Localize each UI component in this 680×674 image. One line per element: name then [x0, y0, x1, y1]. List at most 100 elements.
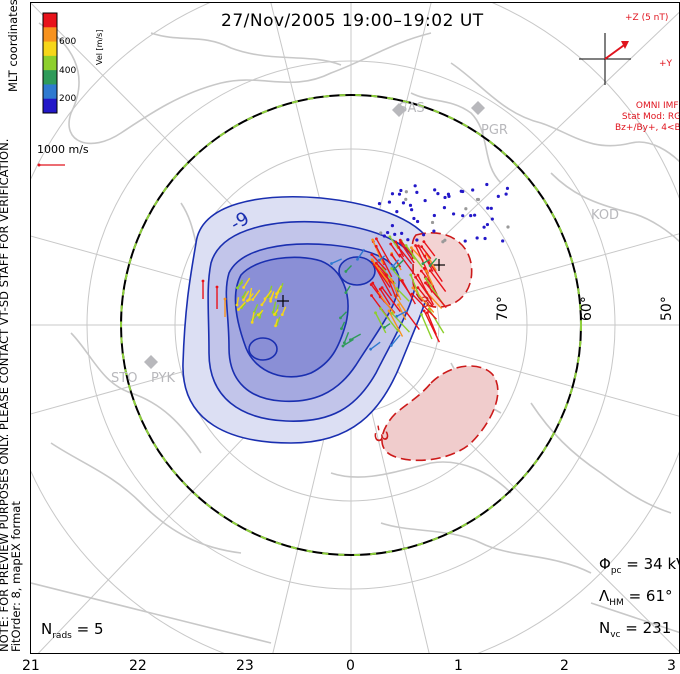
velocity-vector-low [415, 190, 419, 194]
velocity-vector-low [471, 188, 475, 192]
preview-note-line2: FitOrder: 8, mapEX format [9, 501, 23, 652]
stat-phi-pc: Φpc = 34 kV [599, 555, 680, 576]
imf-y-label: +Y [659, 59, 673, 69]
vector-origin [395, 287, 399, 291]
velocity-vector [388, 310, 404, 337]
velocity-vector [275, 285, 282, 295]
velocity-vector-low [406, 238, 410, 242]
velocity-vector [370, 284, 382, 298]
velocity-vector [391, 267, 403, 281]
vector-origin [424, 277, 428, 281]
velocity-vector-low [459, 189, 463, 193]
velocity-vector [390, 279, 402, 301]
vector-origin [356, 257, 359, 261]
vector-origin [417, 244, 420, 248]
vector-origin [411, 286, 415, 290]
vector-origin [420, 245, 423, 249]
vector-origin [399, 241, 402, 244]
velocity-vector [281, 306, 287, 315]
colorbar-segment [43, 55, 57, 71]
vector-origin [274, 324, 277, 328]
velocity-vector-low [412, 216, 416, 221]
vector-origin [278, 289, 282, 293]
vector-origin [369, 283, 373, 286]
velocity-vector [252, 312, 260, 321]
velocity-vector-low [473, 213, 477, 217]
vector-origin [274, 295, 278, 299]
velocity-vector-low [387, 200, 392, 204]
velocity-vector-low [433, 188, 437, 192]
velocity-vector [398, 247, 413, 265]
velocity-vector [237, 279, 244, 289]
vector-origin [374, 261, 378, 265]
vector-origin [391, 264, 395, 268]
dusk-cell [182, 196, 435, 444]
reference-vector [37, 163, 65, 167]
velocity-vector-low [390, 224, 395, 228]
vector-origin [370, 258, 374, 262]
vector-origin [272, 313, 276, 316]
velocity-vector [372, 239, 384, 265]
map-title: 27/Nov/2005 19:00–19:02 UT [221, 11, 484, 31]
vector-origin [388, 235, 392, 239]
stat-n-rads: Nrads = 5 [41, 620, 104, 641]
velocity-vector [421, 246, 432, 260]
vector-origin [424, 281, 427, 285]
velocity-vector [424, 255, 434, 272]
vector-origin [375, 237, 378, 241]
velocity-vector [264, 290, 273, 300]
vector-origin [409, 273, 413, 277]
velocity-vector [380, 308, 400, 333]
colorbar-tick-600: 600 [59, 37, 77, 47]
vector-origin [419, 269, 423, 273]
velocity-vector [251, 312, 255, 323]
velocity-vector-low [408, 203, 413, 207]
vector-origin [379, 307, 382, 311]
velocity-vector [246, 292, 254, 302]
velocity-vector-low [430, 220, 435, 225]
velocity-vector-low [489, 206, 493, 210]
velocity-vector [415, 276, 433, 300]
velocity-vector [417, 287, 435, 308]
vector-origin [258, 315, 262, 319]
colorbar-title: Vel [m/s] [95, 29, 104, 65]
velocity-vector [350, 333, 362, 341]
vector-origin [389, 278, 393, 281]
velocity-vector-low [393, 232, 397, 236]
velocity-vector [405, 245, 423, 268]
vector-origin [398, 238, 402, 242]
radar-site-markers [144, 101, 485, 369]
vector-origin [425, 311, 429, 314]
colorbar-segment [43, 84, 57, 100]
vector-origin [330, 262, 333, 265]
vector-origin [396, 303, 400, 307]
mlt-tick-2: 2 [560, 658, 569, 674]
velocity-vector-low [377, 202, 382, 206]
velocity-vector-low [501, 239, 505, 243]
velocity-vector [414, 245, 430, 274]
velocity-vector [429, 270, 447, 292]
velocity-vector [405, 311, 420, 331]
vector-origin [215, 285, 219, 289]
vector-origin [394, 240, 398, 244]
vector-origin [422, 240, 426, 244]
velocity-vector [429, 257, 438, 267]
velocity-vectors [201, 182, 510, 351]
velocity-vector [396, 288, 410, 302]
velocity-vector [272, 301, 277, 313]
velocity-vector [253, 303, 259, 313]
velocity-vector [412, 287, 435, 313]
preview-note: NOTE: FOR PREVIEW PURPOSES ONLY. PLEASE … [0, 139, 23, 652]
velocity-vector-low [505, 186, 510, 190]
velocity-vector-low [413, 184, 417, 188]
latitude-label-50: 50° [659, 296, 675, 321]
vector-origin [400, 279, 404, 282]
mlt-tick-3: 3 [667, 658, 676, 674]
vector-origin [420, 313, 423, 316]
vector-origin [237, 308, 240, 311]
vector-origin [414, 244, 417, 247]
mlt-tick-1: 1 [454, 658, 463, 674]
imf-source: OMNI IMF [635, 101, 679, 111]
velocity-vector-low [475, 236, 479, 240]
colorbar-border [42, 12, 58, 114]
